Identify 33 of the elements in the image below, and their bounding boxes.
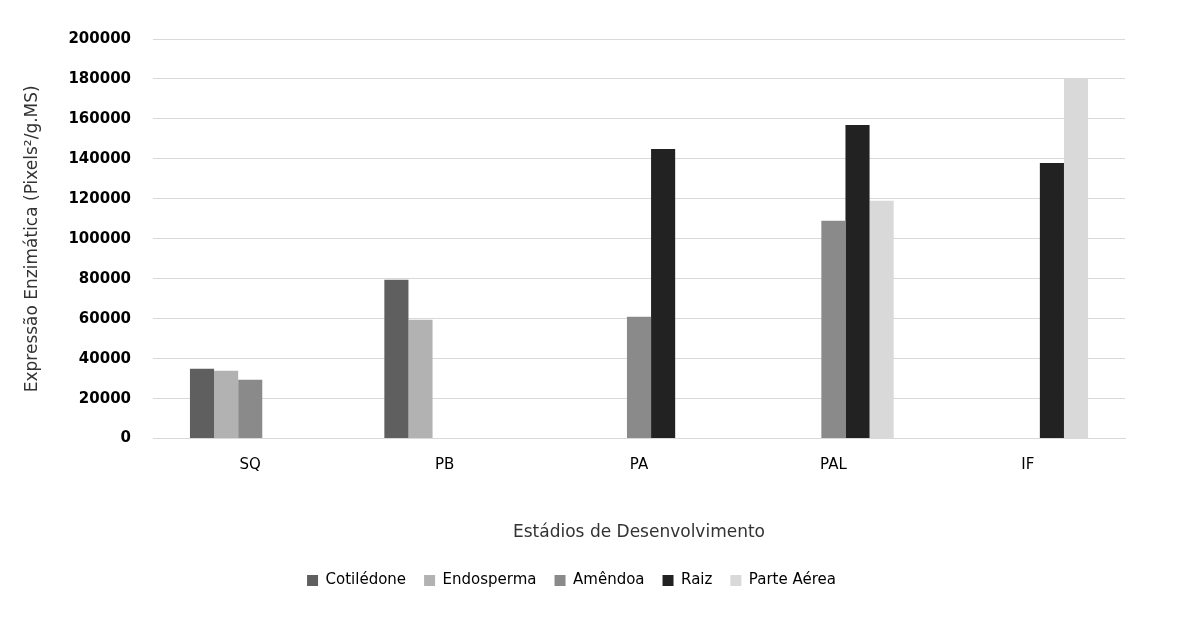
y-tick-label: 160000 bbox=[68, 108, 132, 127]
y-axis-title: Expressão Enzimática (Pixels²/g.MS) bbox=[20, 85, 41, 393]
legend-label: Endosperma bbox=[442, 570, 537, 589]
bar bbox=[189, 368, 215, 439]
bar bbox=[408, 319, 433, 439]
y-tick-label: 0 bbox=[120, 428, 132, 447]
bar bbox=[821, 220, 846, 439]
x-axis-title: Estádios de Desenvolvimento bbox=[513, 521, 765, 542]
x-tick-label: PA bbox=[629, 455, 649, 474]
bar bbox=[1039, 162, 1064, 439]
bar bbox=[626, 316, 652, 439]
y-tick-label: 100000 bbox=[68, 228, 132, 247]
legend-label: Cotilédone bbox=[325, 570, 407, 589]
x-tick-label: PB bbox=[434, 455, 455, 474]
y-tick-label: 80000 bbox=[78, 268, 132, 287]
y-tick-label: 40000 bbox=[78, 348, 132, 367]
y-tick-label: 60000 bbox=[78, 308, 132, 327]
y-tick-label: 140000 bbox=[68, 148, 132, 167]
x-tick-label: IF bbox=[1021, 455, 1035, 474]
legend-label: Amêndoa bbox=[573, 570, 645, 589]
y-tick-label: 180000 bbox=[68, 68, 132, 87]
bar bbox=[651, 148, 676, 439]
x-tick-label: SQ bbox=[239, 455, 261, 474]
y-tick-label: 20000 bbox=[78, 388, 132, 407]
bar bbox=[214, 370, 239, 439]
bar bbox=[384, 279, 409, 439]
y-tick-label: 120000 bbox=[68, 188, 132, 207]
y-tick-label: 200000 bbox=[68, 28, 132, 47]
legend-label: Parte Aérea bbox=[748, 570, 836, 589]
legend-label: Raiz bbox=[681, 570, 713, 589]
bar bbox=[238, 379, 263, 439]
x-tick-label: PAL bbox=[820, 455, 848, 474]
bar bbox=[845, 124, 870, 439]
